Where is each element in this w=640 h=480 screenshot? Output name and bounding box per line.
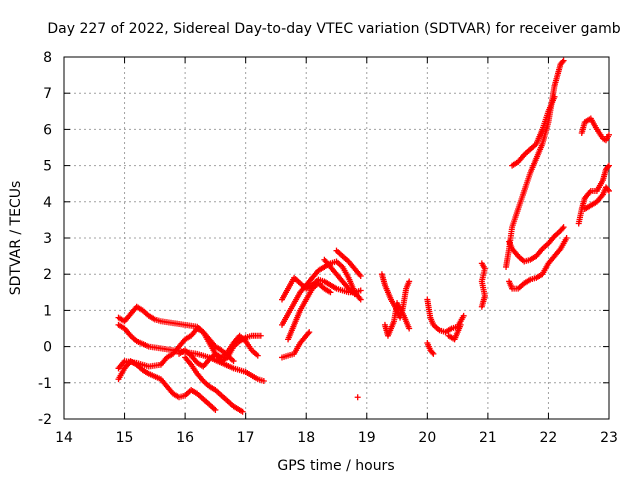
series-sat-b: [115, 321, 267, 384]
data-point: [351, 291, 358, 298]
data-point: [429, 349, 436, 356]
x-tick-label: 23: [600, 430, 618, 446]
data-point: [406, 325, 413, 332]
data-point: [606, 162, 612, 169]
data-point: [478, 303, 485, 310]
x-tick-label: 22: [540, 430, 558, 446]
y-tick-label: 0: [43, 340, 52, 356]
y-tick-label: 8: [43, 50, 52, 66]
series-sat-x: [575, 162, 612, 227]
data-point: [563, 235, 570, 241]
data-point: [406, 278, 413, 285]
y-axis-label: SDTVAR / TECUs: [8, 181, 24, 296]
series-sat-i: [279, 329, 313, 361]
series-sat-k: [321, 256, 358, 298]
y-tick-label: 3: [43, 231, 52, 247]
data-point: [254, 352, 261, 359]
series-sat-r: [478, 260, 488, 310]
y-tick-label: 7: [43, 86, 52, 102]
data-point: [604, 186, 611, 193]
data-point: [357, 287, 364, 294]
series-sat-g: [279, 258, 364, 328]
data-point: [305, 330, 312, 337]
y-tick-label: -1: [38, 376, 52, 392]
data-point: [354, 394, 361, 401]
x-tick-label: 17: [237, 430, 255, 446]
data-point: [457, 321, 464, 328]
series-sat-p: [424, 339, 437, 357]
y-tick-label: 2: [43, 267, 52, 283]
data-point: [560, 57, 567, 64]
series-sat-l: [333, 247, 364, 280]
data-point: [357, 296, 364, 303]
x-tick-label: 15: [116, 430, 134, 446]
x-tick-label: 20: [418, 430, 436, 446]
y-tick-label: -2: [38, 412, 52, 428]
data-point: [230, 358, 237, 365]
y-tick-label: 1: [43, 303, 52, 319]
x-tick-label: 16: [176, 430, 194, 446]
y-tick-label: 5: [43, 159, 52, 175]
data-point: [559, 225, 566, 232]
series-sat-y: [581, 184, 612, 213]
data-point: [430, 350, 437, 357]
series-sat-d: [115, 325, 237, 372]
data-point: [257, 332, 264, 339]
x-tick-label: 14: [55, 430, 73, 446]
data-point: [260, 377, 267, 384]
series-sat-q: [445, 321, 464, 343]
series-sat-e: [182, 354, 246, 415]
data-point: [606, 187, 612, 194]
data-point: [357, 273, 364, 280]
series-sat-v: [506, 235, 570, 292]
series-sat-o: [424, 296, 467, 336]
series-sat-n: [381, 300, 413, 339]
data-point: [604, 163, 611, 170]
data-point: [239, 408, 246, 415]
data-point: [212, 406, 219, 413]
data-point: [460, 312, 467, 319]
data-point: [551, 93, 558, 100]
data-markers: [115, 57, 612, 415]
x-axis-label: GPS time / hours: [277, 458, 394, 474]
data-point: [306, 329, 313, 336]
series-sat-f: [176, 332, 261, 370]
data-point: [560, 224, 567, 231]
y-tick-label: 4: [43, 195, 52, 211]
chart-title: Day 227 of 2022, Sidereal Day-to-day VTE…: [47, 21, 620, 37]
data-point: [327, 289, 334, 296]
data-point: [606, 131, 612, 138]
series-sat-m: [378, 271, 413, 321]
x-tick-label: 19: [358, 430, 376, 446]
y-tick-label: 6: [43, 122, 52, 138]
data-point: [559, 58, 566, 65]
series-sat-t: [509, 93, 558, 169]
series-sat-j: [285, 280, 334, 343]
series-sat-s: [503, 57, 567, 270]
series-sat-u: [506, 224, 567, 265]
x-tick-label: 18: [297, 430, 315, 446]
x-tick-label: 21: [479, 430, 497, 446]
series-sat-w: [578, 115, 612, 144]
series-outlier: [354, 394, 361, 401]
